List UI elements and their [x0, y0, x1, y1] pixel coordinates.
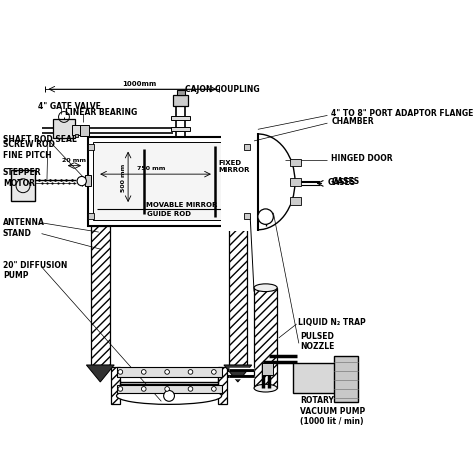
Ellipse shape: [254, 384, 277, 392]
Ellipse shape: [254, 284, 277, 292]
Bar: [93, 142, 245, 220]
Text: SCREW ROD
FINE PITCH: SCREW ROD FINE PITCH: [3, 140, 55, 160]
Polygon shape: [224, 365, 252, 382]
Circle shape: [165, 369, 169, 374]
Text: 1000mm: 1000mm: [123, 81, 157, 87]
Circle shape: [118, 369, 123, 374]
Text: STAND: STAND: [3, 229, 32, 238]
Bar: [221, 132, 258, 231]
Circle shape: [118, 387, 123, 391]
Bar: [111, 367, 120, 404]
Bar: [117, 385, 221, 393]
Circle shape: [164, 390, 174, 401]
Bar: [75, 134, 78, 137]
Text: SHAFT ROD SEAL: SHAFT ROD SEAL: [3, 135, 77, 144]
Bar: [91, 226, 109, 365]
Ellipse shape: [221, 134, 295, 230]
Bar: [262, 363, 273, 375]
Text: CHAMBER: CHAMBER: [331, 117, 374, 126]
Text: CAJON COUPLING: CAJON COUPLING: [184, 85, 259, 94]
Circle shape: [188, 369, 193, 374]
Bar: [244, 144, 250, 150]
Text: ROTARY
VACUUM PUMP
(1000 lit / min): ROTARY VACUUM PUMP (1000 lit / min): [301, 397, 365, 426]
Circle shape: [211, 387, 216, 391]
Circle shape: [188, 387, 193, 391]
Text: FIXED
MIRROR: FIXED MIRROR: [219, 160, 250, 173]
Bar: [73, 126, 80, 135]
Bar: [291, 198, 301, 205]
Circle shape: [141, 369, 146, 374]
Text: 20 mm: 20 mm: [62, 159, 86, 163]
Bar: [88, 137, 250, 226]
Bar: [88, 144, 94, 150]
Circle shape: [165, 387, 169, 391]
Bar: [85, 175, 91, 186]
Text: STEPPER
MOTOR: STEPPER MOTOR: [3, 169, 42, 188]
Bar: [10, 170, 36, 201]
Text: LIQUID N₂ TRAP: LIQUID N₂ TRAP: [298, 318, 366, 327]
Text: 750 mm: 750 mm: [137, 166, 165, 171]
Text: 4" TO 8" PORT ADAPTOR FLANGE: 4" TO 8" PORT ADAPTOR FLANGE: [331, 109, 474, 119]
Circle shape: [141, 387, 146, 391]
Circle shape: [211, 369, 216, 374]
Bar: [53, 119, 75, 138]
Bar: [254, 288, 277, 388]
Text: 20" DIFFUSION
PUMP: 20" DIFFUSION PUMP: [3, 261, 67, 280]
Bar: [80, 126, 90, 136]
Bar: [117, 367, 221, 377]
Bar: [334, 356, 358, 402]
Bar: [177, 90, 184, 95]
Text: MOVABLE MIRROR: MOVABLE MIRROR: [146, 202, 217, 208]
Text: 4" GATE VALVE: 4" GATE VALVE: [38, 102, 100, 110]
Ellipse shape: [117, 387, 221, 405]
Bar: [292, 364, 337, 393]
Text: HINGED DOOR: HINGED DOOR: [331, 154, 393, 163]
Circle shape: [77, 177, 86, 186]
Bar: [172, 116, 190, 120]
Text: PULSED
NOZZLE: PULSED NOZZLE: [301, 332, 335, 351]
Text: GUIDE ROD: GUIDE ROD: [147, 211, 191, 218]
Text: 500 mm: 500 mm: [121, 164, 126, 192]
Bar: [173, 95, 188, 106]
Text: LINEAR BEARING: LINEAR BEARING: [65, 108, 137, 117]
Bar: [291, 159, 301, 167]
Bar: [218, 367, 227, 404]
Text: ANTENNA: ANTENNA: [3, 218, 45, 228]
Circle shape: [258, 209, 273, 224]
Polygon shape: [86, 365, 114, 382]
Bar: [88, 213, 94, 219]
Bar: [291, 178, 301, 186]
Bar: [244, 213, 250, 219]
Text: GASES: GASES: [328, 178, 356, 187]
Bar: [228, 226, 247, 365]
Text: GASES: GASES: [332, 178, 360, 187]
Bar: [172, 127, 190, 131]
